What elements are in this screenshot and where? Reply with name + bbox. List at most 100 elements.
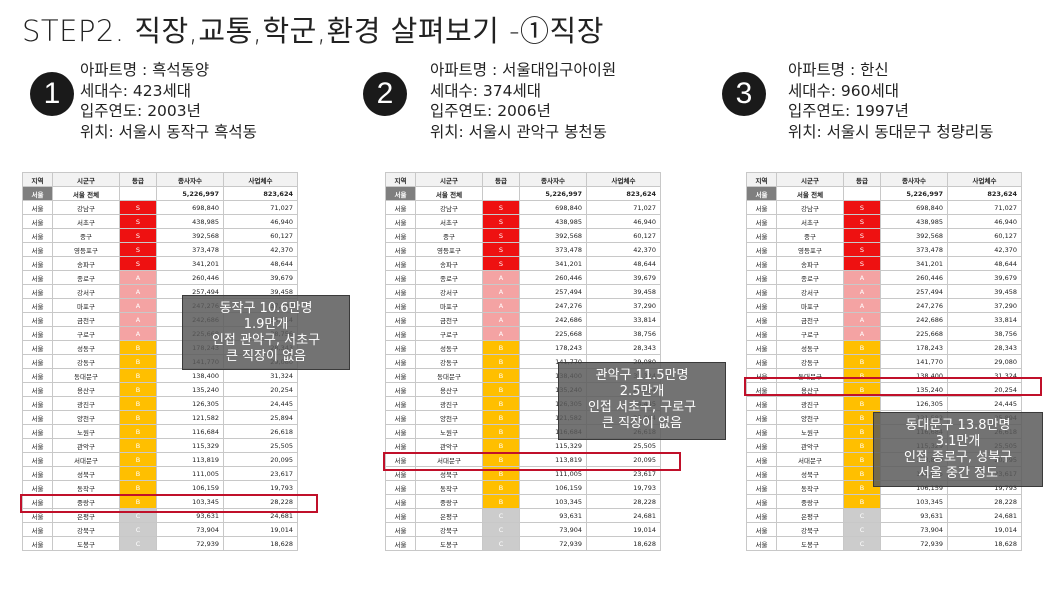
- region-cell: 서울: [22, 214, 53, 229]
- businesses-cell: 39,679: [223, 270, 298, 285]
- table-row: 서울 강서구 A 257,494 39,458: [746, 284, 1022, 299]
- region-cell: 서울: [22, 326, 53, 341]
- grade-cell: B: [843, 424, 881, 439]
- region-cell: 서울: [746, 284, 777, 299]
- employees-cell: 73,904: [519, 522, 587, 537]
- note-line: 동작구 10.6만명: [219, 301, 313, 316]
- region-cell: 서울: [22, 438, 53, 453]
- district-cell: 광진구: [52, 396, 120, 411]
- employees-cell: 141,770: [880, 354, 948, 369]
- employees-cell: 260,446: [156, 270, 224, 285]
- note-line: 인접 서초구, 구로구: [587, 400, 697, 415]
- grade-cell: B: [119, 438, 157, 453]
- table-row: 서울 동작구 B 106,159 19,793: [22, 480, 298, 495]
- region-cell: 서울: [385, 340, 416, 355]
- employees-cell: 257,494: [880, 284, 948, 299]
- district-cell: 관악구: [415, 438, 483, 453]
- region-cell: 서울: [22, 186, 53, 201]
- grade-cell: B: [482, 396, 520, 411]
- district-cell: 도봉구: [776, 536, 844, 551]
- region-cell: 서울: [746, 298, 777, 313]
- note-box: 관악구 11.5만명 2.5만개 인접 서초구, 구로구 큰 직장이 없음: [558, 362, 726, 440]
- employees-cell: 115,329: [156, 438, 224, 453]
- employees-cell: 103,345: [880, 494, 948, 509]
- table-row: 서울 종로구 A 260,446 39,679: [746, 270, 1022, 285]
- district-cell: 금천구: [415, 312, 483, 327]
- district-cell: 서초구: [415, 214, 483, 229]
- businesses-cell: 24,445: [223, 396, 298, 411]
- grade-cell: S: [843, 214, 881, 229]
- region-cell: 서울: [385, 424, 416, 439]
- column-header: 종사자수: [156, 172, 224, 187]
- region-cell: 서울: [746, 340, 777, 355]
- businesses-cell: 60,127: [586, 228, 661, 243]
- businesses-cell: 20,254: [223, 382, 298, 397]
- employees-cell: 126,305: [880, 396, 948, 411]
- district-cell: 구로구: [776, 326, 844, 341]
- region-cell: 서울: [385, 382, 416, 397]
- district-cell: 금천구: [52, 312, 120, 327]
- grade-cell: C: [119, 536, 157, 551]
- employees-cell: 73,904: [156, 522, 224, 537]
- district-cell: 종로구: [52, 270, 120, 285]
- businesses-cell: 19,793: [586, 480, 661, 495]
- region-cell: 서울: [385, 312, 416, 327]
- district-cell: 마포구: [776, 298, 844, 313]
- region-cell: 서울: [385, 396, 416, 411]
- businesses-cell: 42,370: [586, 242, 661, 257]
- businesses-cell: 28,228: [586, 494, 661, 509]
- businesses-cell: 37,290: [586, 298, 661, 313]
- grade-cell: B: [843, 340, 881, 355]
- businesses-cell: 18,628: [586, 536, 661, 551]
- district-cell: 성북구: [52, 466, 120, 481]
- note-line: 2.5만개: [619, 384, 665, 399]
- businesses-cell: 24,681: [947, 508, 1022, 523]
- grade-cell: S: [482, 242, 520, 257]
- grade-cell: S: [119, 256, 157, 271]
- employees-cell: 115,329: [519, 438, 587, 453]
- employees-cell: 260,446: [880, 270, 948, 285]
- district-cell: 강서구: [776, 284, 844, 299]
- district-cell: 성동구: [52, 340, 120, 355]
- region-cell: 서울: [385, 242, 416, 257]
- column-header: 종사자수: [880, 172, 948, 187]
- businesses-cell: 46,940: [586, 214, 661, 229]
- district-cell: 동대문구: [415, 368, 483, 383]
- region-cell: 서울: [385, 522, 416, 537]
- region-cell: 서울: [22, 466, 53, 481]
- region-cell: 서울: [746, 256, 777, 271]
- region-cell: 서울: [746, 242, 777, 257]
- district-cell: 마포구: [52, 298, 120, 313]
- region-cell: 서울: [385, 368, 416, 383]
- district-cell: 동대문구: [52, 368, 120, 383]
- district-cell: 관악구: [52, 438, 120, 453]
- grade-cell: B: [119, 382, 157, 397]
- district-cell: 서초구: [52, 214, 120, 229]
- district-cell: 노원구: [52, 424, 120, 439]
- grade-cell: B: [482, 480, 520, 495]
- grade-cell: B: [482, 368, 520, 383]
- region-cell: 서울: [746, 536, 777, 551]
- region-cell: 서울: [22, 256, 53, 271]
- region-cell: 서울: [746, 424, 777, 439]
- employees-cell: 178,243: [519, 340, 587, 355]
- table-row: 서울 강북구 C 73,904 19,014: [385, 522, 661, 537]
- table-row: 서울 도봉구 C 72,939 18,628: [746, 536, 1022, 551]
- district-cell: 성북구: [776, 466, 844, 481]
- table-row: 서울 중구 S 392,568 60,127: [746, 228, 1022, 243]
- region-cell: 서울: [22, 368, 53, 383]
- businesses-cell: 60,127: [223, 228, 298, 243]
- region-cell: 서울: [746, 312, 777, 327]
- businesses-cell: 823,624: [586, 186, 661, 201]
- table-row: 서울 서초구 S 438,985 46,940: [22, 214, 298, 229]
- region-cell: 서울: [385, 200, 416, 215]
- employees-cell: 93,631: [880, 508, 948, 523]
- district-cell: 강남구: [52, 200, 120, 215]
